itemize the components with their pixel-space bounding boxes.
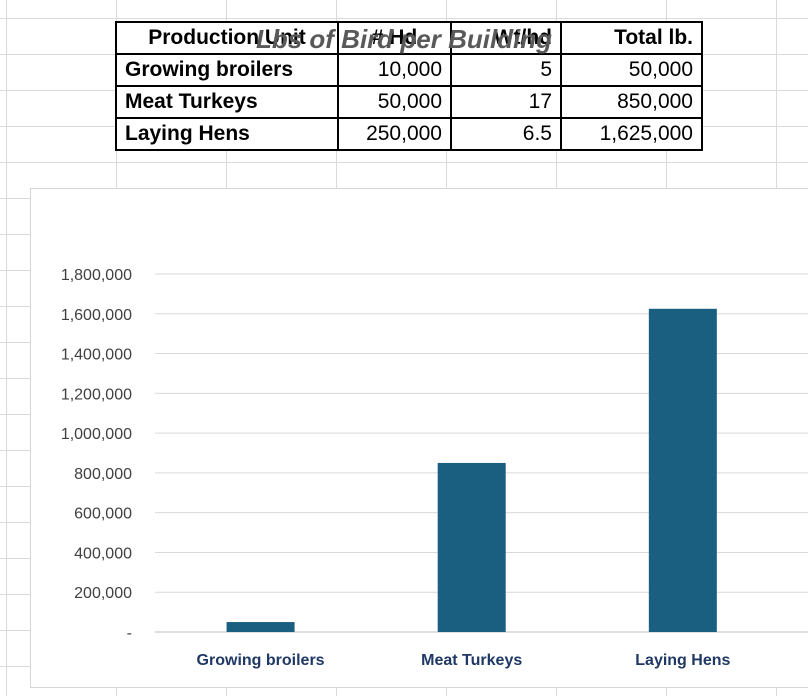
cell-total-lb[interactable]: 1,625,000: [560, 117, 703, 151]
chart-title[interactable]: Lbs of Bird per Building: [255, 24, 553, 54]
y-tick-label: 600,000: [74, 506, 132, 523]
header-production-unit[interactable]: Production Unit: [115, 21, 339, 55]
y-tick-label: 400,000: [74, 545, 132, 562]
table-header-row: Production Unit # Hd Wt/hd Total lb.: [115, 21, 703, 55]
header-weight-per-head[interactable]: Wt/hd: [450, 21, 562, 55]
cell-head-count[interactable]: 50,000: [337, 85, 452, 119]
cell-total-lb[interactable]: 850,000: [560, 85, 703, 119]
y-tick-label: 200,000: [74, 585, 132, 602]
y-tick-label: 1,600,000: [61, 307, 132, 324]
x-tick-label: Meat Turkeys: [421, 652, 522, 669]
bar-laying-hens[interactable]: [648, 308, 717, 632]
cell-production-unit[interactable]: Growing broilers: [115, 53, 339, 87]
bar-meat-turkeys[interactable]: [437, 462, 506, 632]
table-row: Meat Turkeys 50,000 17 850,000: [115, 85, 703, 119]
y-tick-label: 1,400,000: [61, 347, 132, 364]
bar-growing-broilers[interactable]: [226, 622, 295, 632]
table-row: Growing broilers 10,000 5 50,000: [115, 53, 703, 87]
header-total-lb[interactable]: Total lb.: [560, 21, 703, 55]
cell-total-lb[interactable]: 50,000: [560, 53, 703, 87]
y-tick-label: 1,800,000: [61, 267, 132, 284]
cell-head-count[interactable]: 250,000: [337, 117, 452, 151]
y-tick-label: 800,000: [74, 466, 132, 483]
table-row: Laying Hens 250,000 6.5 1,625,000: [115, 117, 703, 151]
header-head-count[interactable]: # Hd: [337, 21, 452, 55]
y-tick-label: -: [127, 625, 132, 642]
cell-production-unit[interactable]: Laying Hens: [115, 117, 339, 151]
y-tick-label: 1,200,000: [61, 386, 132, 403]
y-tick-label: 1,000,000: [61, 426, 132, 443]
production-table: Production Unit # Hd Wt/hd Total lb. Gro…: [115, 21, 703, 151]
cell-weight-per-head[interactable]: 5: [450, 53, 562, 87]
cell-weight-per-head[interactable]: 17: [450, 85, 562, 119]
x-tick-label: Growing broilers: [197, 652, 325, 669]
cell-head-count[interactable]: 10,000: [337, 53, 452, 87]
cell-weight-per-head[interactable]: 6.5: [450, 117, 562, 151]
x-tick-label: Laying Hens: [635, 652, 730, 669]
cell-production-unit[interactable]: Meat Turkeys: [115, 85, 339, 119]
